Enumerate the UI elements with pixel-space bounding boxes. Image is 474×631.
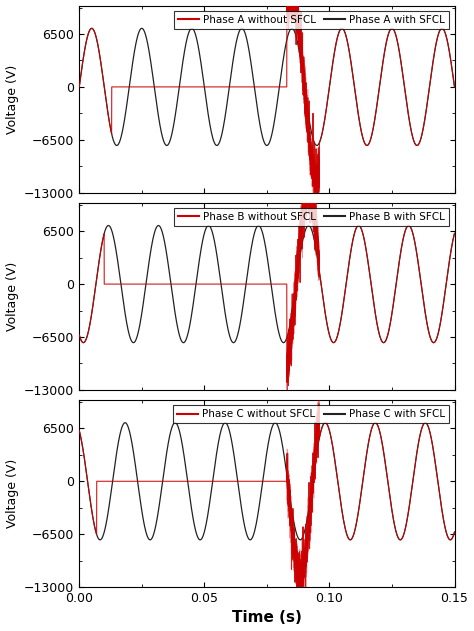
Y-axis label: Voltage (V): Voltage (V) bbox=[6, 64, 18, 134]
Y-axis label: Voltage (V): Voltage (V) bbox=[6, 459, 18, 528]
Y-axis label: Voltage (V): Voltage (V) bbox=[6, 262, 18, 331]
Legend: Phase C without SFCL, Phase C with SFCL: Phase C without SFCL, Phase C with SFCL bbox=[173, 405, 449, 423]
Legend: Phase A without SFCL, Phase A with SFCL: Phase A without SFCL, Phase A with SFCL bbox=[174, 11, 449, 29]
X-axis label: Time (s): Time (s) bbox=[232, 610, 302, 625]
Legend: Phase B without SFCL, Phase B with SFCL: Phase B without SFCL, Phase B with SFCL bbox=[174, 208, 449, 227]
